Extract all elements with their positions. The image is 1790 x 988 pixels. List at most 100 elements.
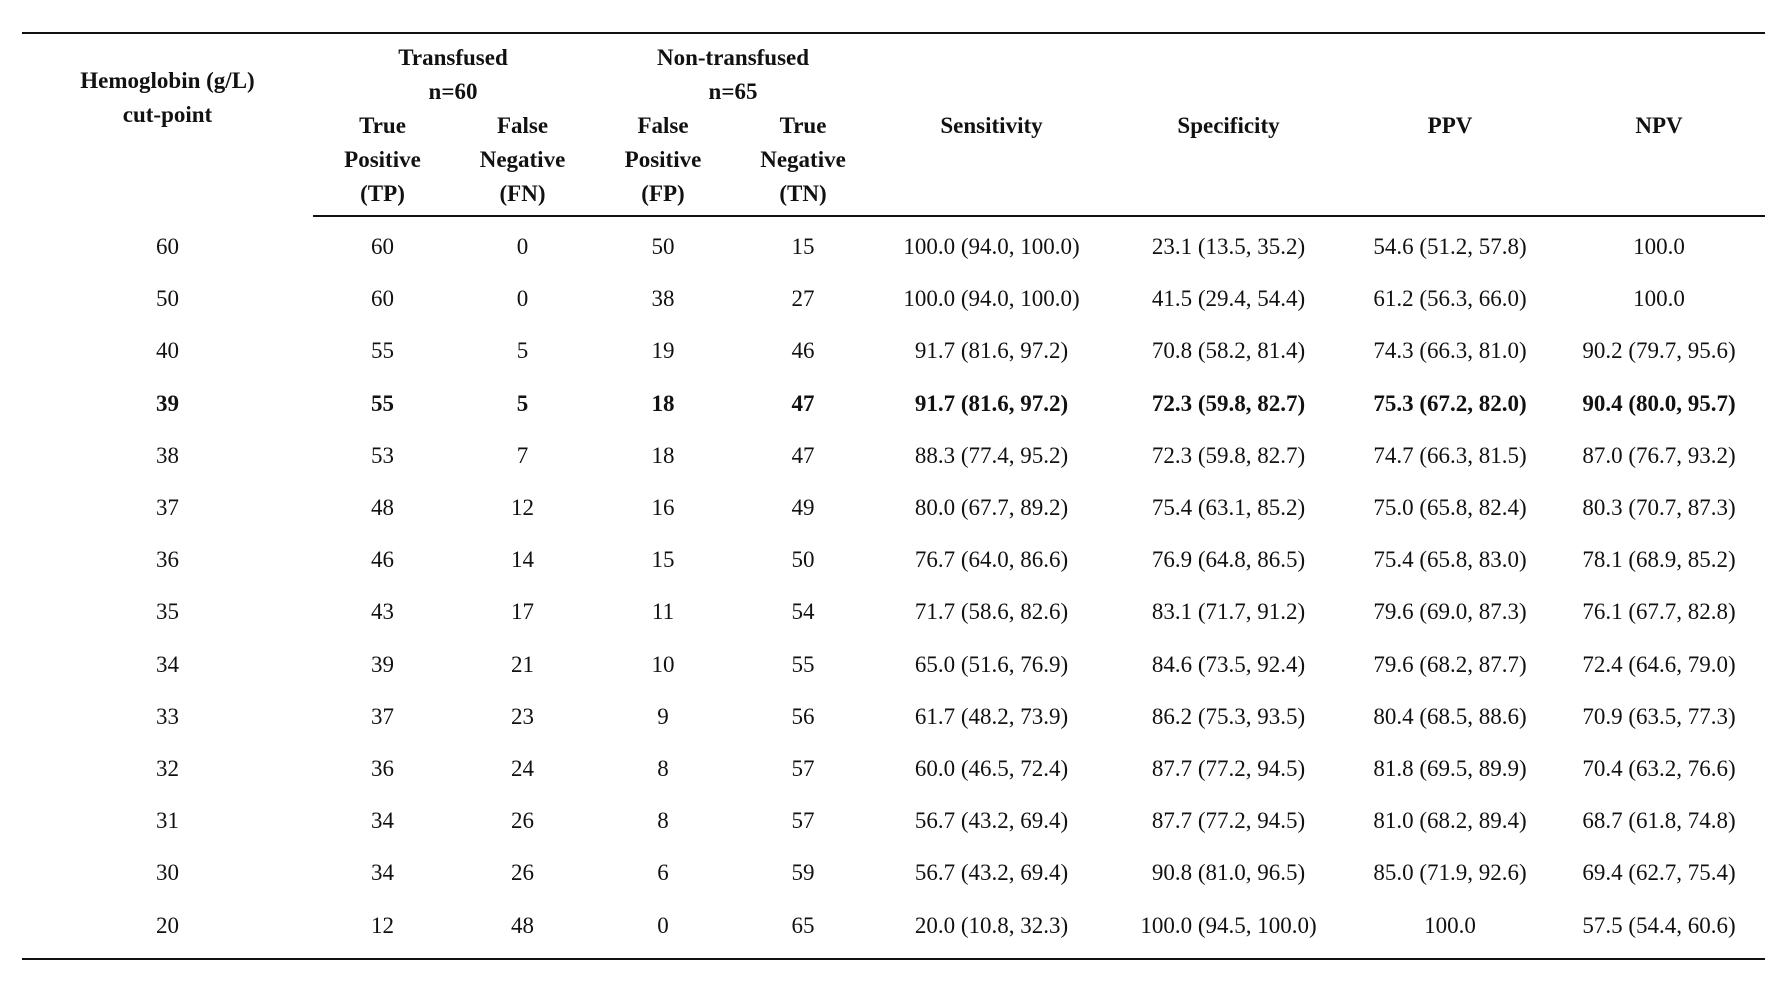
table-row: 32 36 24 8 57 60.0 (46.5, 72.4) 87.7 (77.2, 94… <box>22 743 1765 795</box>
cell-true-negative: 27 <box>791 286 815 312</box>
cell-cutpoint: 38 <box>156 442 179 468</box>
cell-ppv: 54.6 (51.2, 57.8) <box>1373 234 1527 260</box>
cell-true-negative: 57 <box>791 808 815 834</box>
cell-true-negative: 15 <box>791 234 815 260</box>
cell-sensitivity: 61.7 (48.2, 73.9) <box>914 703 1069 729</box>
cell-sensitivity: 56.7 (43.2, 69.4) <box>914 860 1069 886</box>
table-body: 60 60 0 50 15 100.0 (94.0, 100.0) 23.1 (13.5, … <box>22 216 1766 960</box>
table-row: 31 34 26 8 57 56.7 (43.2, 69.4) 87.7 (77.2, 94… <box>22 795 1765 847</box>
cell-npv: 57.5 (54.4, 60.6) <box>1553 899 1766 960</box>
cell-sensitivity: 91.7 (81.6, 97.2) <box>914 390 1069 416</box>
cell-npv: 100.0 <box>1633 234 1685 260</box>
cell-npv: 72.4 (64.6, 79.0) <box>1582 651 1736 677</box>
cell-cutpoint: 20 <box>22 899 313 960</box>
table-row: 33 37 23 9 56 61.7 (48.2, 73.9) 86.2 (75.3, 93… <box>22 691 1765 743</box>
table-row: 30 34 26 6 59 56.7 (43.2, 69.4) 90.8 (81.0, 96… <box>22 847 1765 899</box>
cell-true-positive: 55 <box>371 338 394 364</box>
cell-ppv: 74.7 (66.3, 81.5) <box>1373 442 1527 468</box>
cell-false-positive: 16 <box>651 495 675 521</box>
header-transfused-group: Transfused n=60 <box>313 32 593 109</box>
cell-specificity: 72.3 (59.8, 82.7) <box>1151 390 1306 416</box>
cell-ppv: 75.0 (65.8, 82.4) <box>1373 495 1527 521</box>
header-fn-line: Negative <box>479 147 566 172</box>
header-sensitivity: Sensitivity <box>873 109 1111 217</box>
cell-true-negative: 47 <box>791 442 815 468</box>
cell-specificity: 84.6 (73.5, 92.4) <box>1151 651 1306 677</box>
header-true-negative: True Negative (TN) <box>733 109 874 217</box>
table-row: 60 60 0 50 15 100.0 (94.0, 100.0) 23.1 (13.5, … <box>22 216 1765 273</box>
cell-true-negative: 54 <box>791 599 815 625</box>
cell-false-positive: 8 <box>657 755 669 781</box>
header-empty-cell <box>1553 32 1766 109</box>
header-false-positive: False Positive (FP) <box>593 109 733 217</box>
header-fn-line: False <box>496 113 549 138</box>
header-transfused-line1: Transfused <box>398 45 508 70</box>
cell-ppv: 81.8 (69.5, 89.9) <box>1373 755 1527 781</box>
cell-cutpoint: 37 <box>156 495 179 521</box>
cell-sensitivity: 60.0 (46.5, 72.4) <box>914 755 1069 781</box>
results-table-container: Hemoglobin (g/L) cut-point Transfused n=… <box>22 32 1766 960</box>
header-ppv: PPV <box>1347 109 1554 217</box>
cell-specificity: 41.5 (29.4, 54.4) <box>1151 286 1306 312</box>
header-fn-line: (FN) <box>499 181 546 206</box>
cell-false-negative: 26 <box>511 860 534 886</box>
cell-specificity: 87.7 (77.2, 94.5) <box>1151 808 1306 834</box>
header-tn-line: True <box>779 113 827 138</box>
cell-cutpoint: 39 <box>156 390 179 416</box>
cell-specificity: 83.1 (71.7, 91.2) <box>1151 599 1306 625</box>
cell-sensitivity: 56.7 (43.2, 69.4) <box>914 808 1069 834</box>
cell-false-negative: 5 <box>516 338 529 364</box>
cell-cutpoint: 34 <box>156 651 179 677</box>
table-row: 38 53 7 18 47 88.3 (77.4, 95.2) 72.3 (59.8, 82… <box>22 430 1765 482</box>
header-group-row: Hemoglobin (g/L) cut-point Transfused n=… <box>22 32 1766 216</box>
cell-specificity: 70.8 (58.2, 81.4) <box>1151 338 1306 364</box>
header-tp-line: Positive <box>344 147 421 172</box>
cell-false-positive: 18 <box>651 442 675 468</box>
cell-npv: 70.4 (63.2, 76.6) <box>1582 755 1736 781</box>
cell-sensitivity: 76.7 (64.0, 86.6) <box>914 547 1069 573</box>
cell-cutpoint: 33 <box>156 703 179 729</box>
cell-true-positive: 60 <box>371 234 394 260</box>
cell-true-positive: 34 <box>371 860 394 886</box>
header-empty-cell <box>1110 32 1348 109</box>
cell-true-positive: 34 <box>371 808 394 834</box>
cell-false-negative: 0 <box>516 234 529 260</box>
cell-ppv: 79.6 (69.0, 87.3) <box>1373 599 1527 625</box>
cell-sensitivity: 80.0 (67.7, 89.2) <box>914 495 1069 521</box>
cell-false-positive: 10 <box>651 651 675 677</box>
table-row: 37 48 12 16 49 80.0 (67.7, 89.2) 75.4 (63.1, 8… <box>22 482 1765 534</box>
cell-npv: 78.1 (68.9, 85.2) <box>1582 547 1736 573</box>
header-false-negative: False Negative (FN) <box>452 109 593 217</box>
cell-npv: 76.1 (67.7, 82.8) <box>1582 599 1736 625</box>
cell-false-negative: 5 <box>516 390 529 416</box>
cell-npv: 69.4 (62.7, 75.4) <box>1582 860 1736 886</box>
cell-true-negative: 47 <box>791 390 815 416</box>
cell-true-negative: 46 <box>791 338 815 364</box>
cell-false-negative: 26 <box>511 808 534 834</box>
cell-true-positive: 48 <box>371 495 394 521</box>
cell-sensitivity: 91.7 (81.6, 97.2) <box>914 338 1069 364</box>
header-true-positive: True Positive (TP) <box>313 109 452 217</box>
cell-cutpoint: 40 <box>156 338 179 364</box>
cell-sensitivity: 65.0 (51.6, 76.9) <box>914 651 1069 677</box>
table-row: 50 60 0 38 27 100.0 (94.0, 100.0) 41.5 (29.4, … <box>22 273 1765 325</box>
cell-cutpoint: 36 <box>156 547 179 573</box>
cell-true-positive: 53 <box>371 442 394 468</box>
cell-true-positive: 43 <box>371 599 394 625</box>
cell-true-positive: 12 <box>313 899 452 960</box>
cell-false-negative: 14 <box>511 547 534 573</box>
cell-ppv: 81.0 (68.2, 89.4) <box>1373 808 1527 834</box>
cell-ppv: 79.6 (68.2, 87.7) <box>1373 651 1527 677</box>
cell-false-positive: 50 <box>651 234 675 260</box>
cell-false-positive: 8 <box>657 808 669 834</box>
cell-true-positive: 60 <box>371 286 394 312</box>
cell-npv: 80.3 (70.7, 87.3) <box>1582 495 1736 521</box>
header-nontransfused-line1: Non-transfused <box>656 45 810 70</box>
cell-false-negative: 12 <box>511 495 534 521</box>
cell-false-negative: 24 <box>511 755 534 781</box>
cell-specificity: 23.1 (13.5, 35.2) <box>1151 234 1306 260</box>
cell-sensitivity: 100.0 (94.0, 100.0) <box>903 234 1080 260</box>
cell-false-positive: 38 <box>651 286 675 312</box>
cell-cutpoint: 60 <box>156 233 179 259</box>
table-row: 36 46 14 15 50 76.7 (64.0, 86.6) 76.9 (64.8, 8… <box>22 534 1765 586</box>
